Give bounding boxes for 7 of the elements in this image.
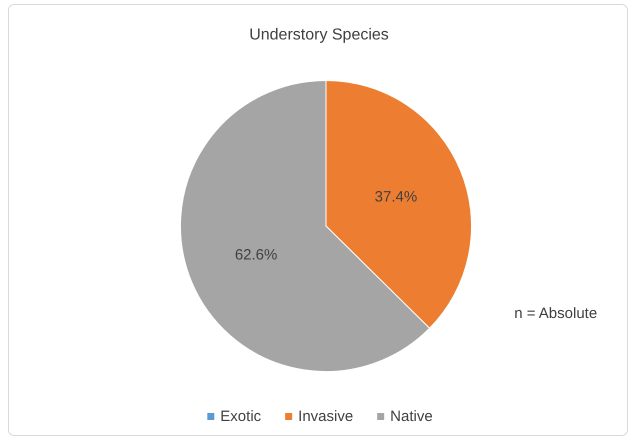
legend-label: Native — [390, 408, 433, 425]
data-label: 37.4% — [374, 188, 418, 206]
legend-label: Invasive — [298, 408, 354, 425]
chart-title: Understory Species — [249, 26, 389, 44]
text: n = Absolute — [514, 305, 598, 322]
legend-label: Exotic — [220, 408, 262, 425]
data-label: 62.6% — [234, 246, 278, 264]
